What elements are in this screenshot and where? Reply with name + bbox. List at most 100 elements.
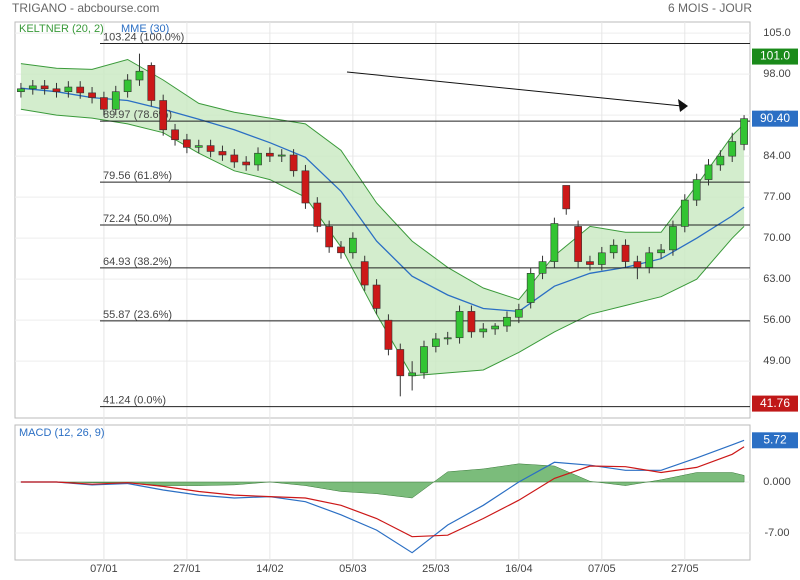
y-tick-label: 49.00 bbox=[763, 355, 791, 367]
y-tick-label: 0.000 bbox=[763, 476, 791, 488]
candle-body bbox=[100, 97, 108, 110]
macd-line bbox=[20, 439, 745, 554]
trend-arrow bbox=[678, 99, 688, 112]
band-lower bbox=[20, 108, 745, 377]
price-tag bbox=[752, 48, 798, 65]
candle-body bbox=[443, 337, 452, 340]
candle-body bbox=[704, 164, 713, 180]
price-tag bbox=[752, 432, 798, 449]
candle-body bbox=[266, 152, 274, 157]
x-tick-label: 14/02 bbox=[256, 563, 284, 575]
fib-label: 41.24 (0.0%) bbox=[103, 395, 166, 407]
candle-body bbox=[242, 161, 251, 166]
candle-body bbox=[360, 261, 369, 286]
candle-body bbox=[64, 86, 73, 93]
fib-label: 55.87 (23.6%) bbox=[103, 309, 172, 321]
candle-body bbox=[562, 185, 571, 210]
candle-body bbox=[396, 349, 405, 377]
trend-line bbox=[346, 71, 683, 107]
price-frame bbox=[14, 21, 751, 419]
candle-body bbox=[147, 65, 156, 101]
candle-body bbox=[526, 273, 535, 303]
x-tick-label: 07/05 bbox=[588, 563, 616, 575]
candle-body bbox=[669, 226, 677, 251]
candle-body bbox=[301, 170, 310, 204]
candle-body bbox=[420, 346, 428, 374]
candle-body bbox=[254, 152, 262, 166]
candle-body bbox=[586, 261, 594, 265]
legend-entry: MME (30) bbox=[121, 23, 169, 35]
candle-body bbox=[657, 249, 665, 254]
candle-body bbox=[574, 226, 582, 262]
candle-body bbox=[52, 88, 61, 93]
band-upper bbox=[20, 58, 745, 301]
candle-body bbox=[171, 129, 179, 141]
candle-body bbox=[633, 261, 642, 268]
price-tag-label: 90.40 bbox=[760, 111, 790, 125]
candle-body bbox=[135, 70, 144, 81]
candle-body bbox=[123, 79, 132, 93]
price-tag bbox=[752, 110, 798, 127]
y-tick-label: 98.00 bbox=[763, 68, 791, 80]
x-tick-label: 25/03 bbox=[422, 563, 450, 575]
x-tick-label: 16/04 bbox=[505, 563, 533, 575]
candle-body bbox=[728, 141, 737, 157]
price-tag-label: 41.76 bbox=[760, 396, 790, 410]
y-tick-label: 70.00 bbox=[763, 232, 791, 244]
panel-title: MACD (12, 26, 9) bbox=[19, 427, 105, 439]
candle-body bbox=[372, 284, 381, 309]
macd-frame bbox=[14, 424, 751, 561]
candle-body bbox=[159, 100, 168, 131]
y-tick-label: 77.00 bbox=[763, 191, 791, 203]
candle-body bbox=[455, 311, 464, 339]
candle-body bbox=[479, 328, 488, 333]
y-tick-label: 63.00 bbox=[763, 273, 791, 285]
band-fill bbox=[20, 59, 745, 376]
candle-body bbox=[467, 311, 476, 333]
x-tick-label: 07/01 bbox=[90, 563, 118, 575]
x-tick-label: 27/05 bbox=[671, 563, 699, 575]
candle-body bbox=[680, 199, 689, 227]
fib-label: 72.24 (50.0%) bbox=[103, 213, 172, 225]
candle-body bbox=[230, 154, 239, 163]
candle-body bbox=[40, 85, 49, 90]
y-tick-label: 105.0 bbox=[763, 27, 791, 39]
candle-body bbox=[349, 237, 357, 254]
candle-body bbox=[194, 145, 203, 148]
candle-body bbox=[491, 325, 499, 330]
x-tick-label: 27/01 bbox=[173, 563, 201, 575]
ema-line bbox=[20, 87, 745, 313]
macd-line bbox=[20, 446, 745, 538]
candle-body bbox=[408, 372, 416, 377]
legend-entry: KELTNER (20, 2) bbox=[19, 23, 104, 35]
candle-body bbox=[692, 179, 701, 201]
fib-label: 103.24 (100.0%) bbox=[103, 31, 184, 43]
candle-body bbox=[645, 252, 654, 268]
candle-body bbox=[514, 309, 523, 318]
x-tick-label: 05/03 bbox=[339, 563, 367, 575]
candle-body bbox=[183, 139, 191, 148]
candle-body bbox=[431, 338, 440, 347]
candle-body bbox=[597, 252, 606, 265]
candle-body bbox=[740, 118, 748, 145]
candle-body bbox=[550, 223, 559, 262]
price-tag bbox=[752, 395, 798, 412]
period: 6 MOIS - JOUR bbox=[668, 1, 752, 15]
candle-body bbox=[206, 145, 215, 152]
plot: 105.098.0091.0084.0077.0070.0063.0056.00… bbox=[15, 22, 798, 575]
candle-body bbox=[289, 154, 298, 172]
candle-body bbox=[277, 154, 286, 157]
fib-label: 79.56 (61.8%) bbox=[103, 170, 172, 182]
candle-body bbox=[325, 226, 334, 248]
candle-body bbox=[621, 244, 630, 262]
candle-body bbox=[111, 91, 120, 110]
fib-label: 64.93 (38.2%) bbox=[103, 256, 172, 268]
y-tick-label: 84.00 bbox=[763, 150, 791, 162]
fib-label: 89.97 (78.6%) bbox=[103, 109, 172, 121]
candle-body bbox=[313, 202, 322, 227]
candle-body bbox=[218, 151, 227, 156]
candle-body bbox=[28, 85, 37, 90]
chart-title: TRIGANO - abcbourse.com bbox=[12, 1, 159, 15]
y-tick-label: 56.00 bbox=[763, 314, 791, 326]
